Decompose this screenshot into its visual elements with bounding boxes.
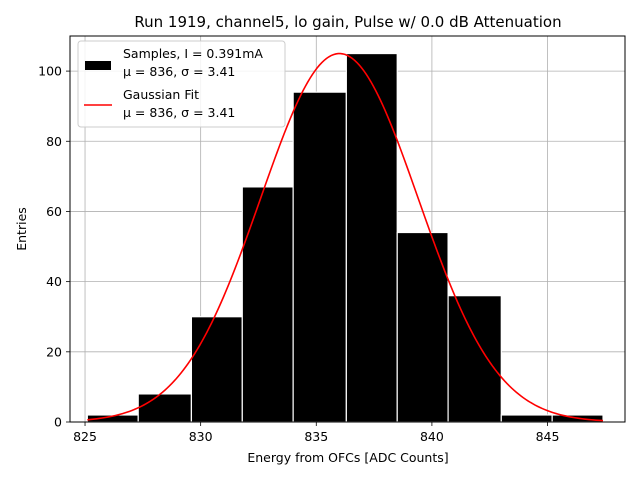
histogram-bar-7: [447, 295, 502, 423]
y-tick-label: 60: [46, 204, 62, 219]
x-tick-label: 835: [304, 429, 328, 444]
x-tick-label: 845: [536, 429, 560, 444]
histogram-bar-4: [292, 91, 347, 423]
y-tick-label: 40: [46, 274, 62, 289]
legend-samples-label: Samples, I = 0.391mA: [123, 46, 263, 61]
legend-samples-stats: μ = 836, σ = 3.41: [123, 64, 235, 79]
x-tick-label: 830: [189, 429, 213, 444]
plot-frame: [69, 35, 626, 423]
histogram-bar-1: [137, 393, 193, 423]
x-tick-label: 840: [420, 429, 444, 444]
y-tick-label: 80: [46, 134, 62, 149]
histogram-bar-3: [241, 186, 294, 423]
histogram-bars: [86, 52, 604, 423]
x-axis-label: Energy from OFCs [ADC Counts]: [247, 450, 448, 465]
histogram-bar-2: [190, 316, 243, 423]
y-tick-label: 20: [46, 344, 62, 359]
chart-title: Run 1919, channel5, lo gain, Pulse w/ 0.…: [134, 13, 561, 31]
y-axis-label: Entries: [14, 207, 29, 251]
legend-box: [77, 40, 286, 128]
y-tick-label: 0: [54, 415, 62, 430]
legend-samples-swatch: [85, 61, 111, 70]
gaussian-fit-curve: [87, 52, 604, 422]
legend-fit-stats: μ = 836, σ = 3.41: [123, 105, 235, 120]
histogram-bar-8: [500, 414, 553, 423]
x-tick-label: 825: [73, 429, 97, 444]
y-tick-label: 100: [38, 64, 62, 79]
legend-fit-label: Gaussian Fit: [123, 87, 199, 102]
histogram-bar-5: [345, 52, 398, 423]
x-axis-ticks: 825 830 835 840 845: [73, 422, 559, 444]
y-axis-ticks: 0 20 40 60 80 100: [38, 64, 70, 430]
legend: Samples, I = 0.391mA μ = 836, σ = 3.41 G…: [77, 40, 286, 128]
